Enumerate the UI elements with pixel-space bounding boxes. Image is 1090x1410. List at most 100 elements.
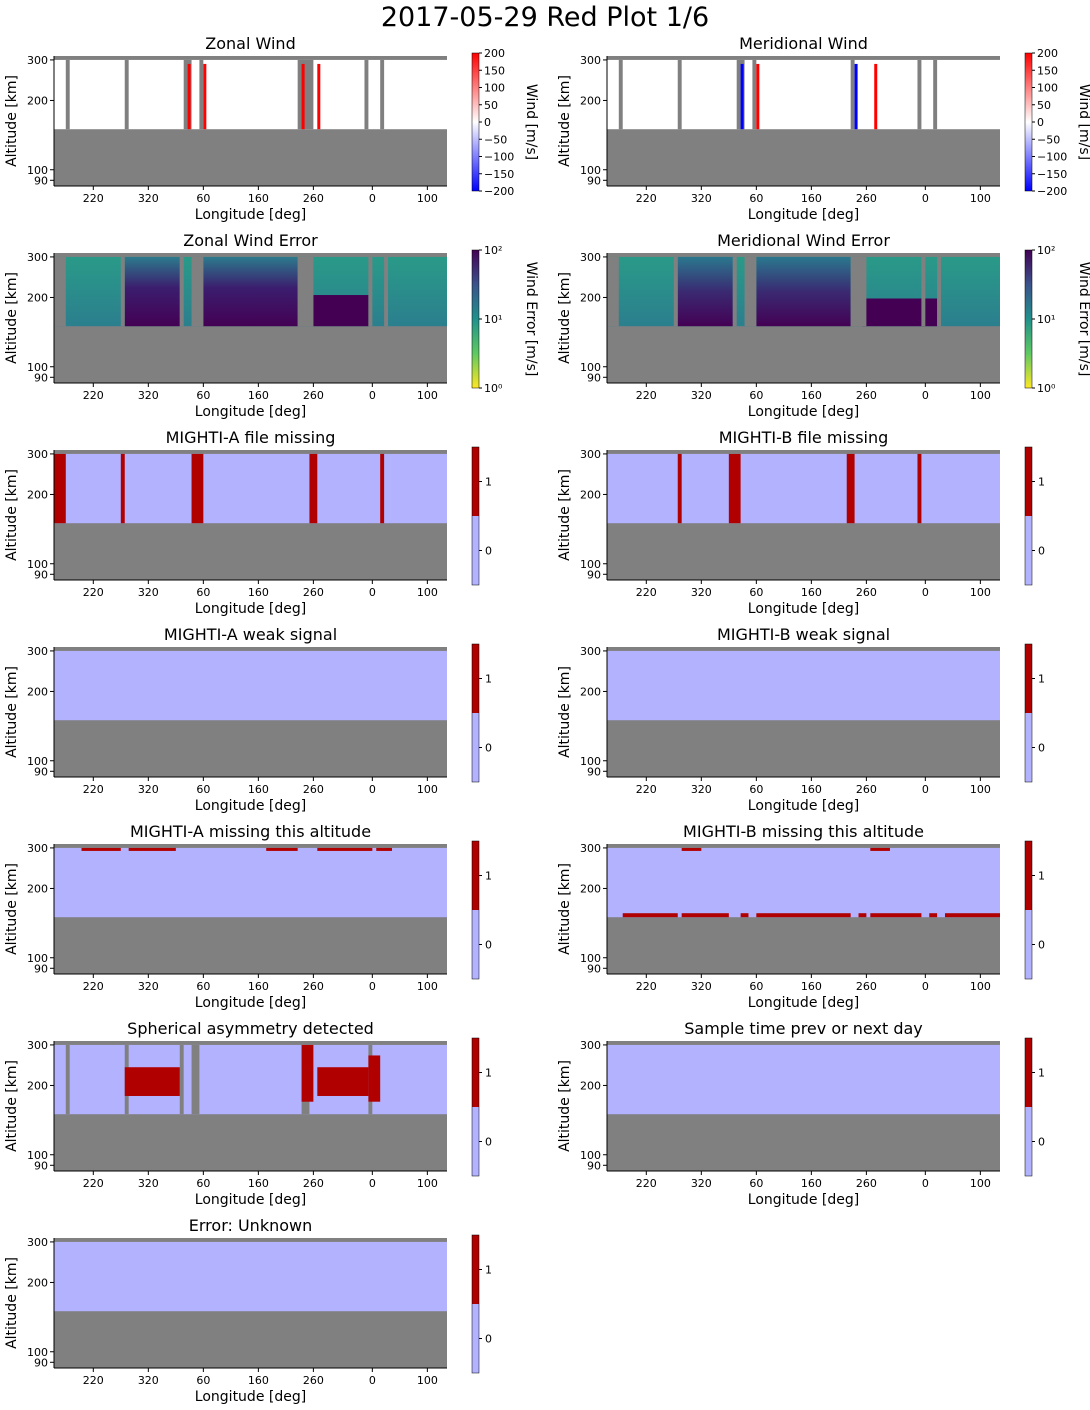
x-tick-label: 320 [138,980,159,993]
colorbar-tick-label: 0 [485,1136,492,1149]
flag-band [309,453,318,524]
x-tick-label: 160 [248,783,269,796]
gap-region [618,59,623,130]
flag-band [846,453,855,524]
y-tick-label: 200 [580,685,601,698]
colorbar-frame [1024,1037,1033,1177]
flag-band [120,453,125,524]
gap-region [297,256,314,327]
flag-region [368,1055,381,1102]
x-tick-label: 160 [248,1374,269,1387]
x-tick-label: 220 [636,586,657,599]
x-tick-label: 260 [856,783,877,796]
flag-band-bottom [944,913,1000,918]
y-tick-label: 300 [580,251,601,264]
x-tick-label: 260 [303,1374,324,1387]
x-tick-label: 320 [138,586,159,599]
colorbar-frame [1024,446,1033,586]
colorbar-frame [471,840,480,980]
colorbar-tick-label: 1 [485,870,492,883]
gap-region [917,59,922,130]
colorbar-tick-label: 0 [1037,116,1044,129]
y-axis-label: Altitude [km] [557,75,573,167]
x-tick-label: 320 [138,1374,159,1387]
x-tick-label: 0 [922,1177,929,1190]
panel-title: Sample time prev or next day [684,1019,923,1038]
y-tick-label: 100 [580,952,601,965]
gap-region [384,256,389,327]
panel-title: MIGHTI-B missing this altitude [683,822,924,841]
gap-region [297,59,314,130]
colorbar-tick-label: 10¹ [484,313,502,326]
x-tick-label: 160 [801,980,822,993]
y-tick-label: 200 [580,488,601,501]
y-axis-label: Altitude [km] [557,863,573,955]
x-tick-label: 0 [922,980,929,993]
colorbar-tick-label: −100 [484,151,514,164]
x-tick-label: 100 [970,192,991,205]
y-tick-label: 200 [27,488,48,501]
x-tick-label: 220 [636,192,657,205]
x-tick-label: 260 [303,783,324,796]
y-tick-label: 300 [580,448,601,461]
flag-band-bottom [870,913,922,918]
colorbar-tick-label: −150 [484,168,514,181]
colorbar-tick-label: 0 [485,1333,492,1346]
wind-negative-band [740,63,744,130]
data-body [607,650,1000,721]
wind-positive-band [317,63,321,130]
panel-title: Meridional Wind Error [717,231,890,250]
x-tick-label: 160 [801,586,822,599]
colorbar-tick-label: 10⁰ [484,382,503,395]
panel-title: Zonal Wind Error [183,231,318,250]
y-tick-label: 90 [587,568,601,581]
colorbar-tick-label: 1 [485,1067,492,1080]
flag-band [677,453,682,524]
y-axis-label: Altitude [km] [557,1060,573,1152]
panel-8: MIGHTI-A missing this altitude3002001009… [4,822,492,1011]
data-body [54,1044,447,1115]
flag-band-bottom [740,913,749,918]
x-tick-label: 100 [417,1177,438,1190]
flag-band [54,453,66,524]
y-axis-label: Altitude [km] [4,272,20,364]
flag-band-bottom [681,913,729,918]
gap-region [673,256,678,327]
x-axis-label: Longitude [deg] [748,995,859,1011]
colorbar-segment-one [1025,841,1032,910]
x-tick-label: 100 [970,783,991,796]
panel-9: MIGHTI-B missing this altitude3002001009… [557,822,1045,1011]
x-axis-label: Longitude [deg] [748,798,859,814]
gap-region [752,59,757,130]
wind-positive-band [203,63,207,130]
x-tick-label: 100 [417,783,438,796]
flag-band-bottom [858,913,867,918]
wind-positive-band [874,63,878,130]
y-tick-label: 300 [27,448,48,461]
x-tick-label: 160 [801,783,822,796]
y-tick-label: 100 [580,755,601,768]
gap-region [850,256,867,327]
y-tick-label: 200 [27,1079,48,1092]
x-tick-label: 260 [856,1177,877,1190]
colorbar-segment-one [472,447,479,516]
y-tick-label: 200 [27,882,48,895]
x-tick-label: 100 [417,192,438,205]
colorbar-segment-zero [1025,1107,1032,1176]
panel-title: Meridional Wind [739,34,868,53]
gap-region [744,256,757,327]
colorbar-tick-label: 0 [1038,545,1045,558]
y-tick-label: 300 [580,1039,601,1052]
error-high-region [677,256,733,327]
y-tick-label: 200 [27,291,48,304]
y-tick-label: 90 [34,765,48,778]
colorbar-tick-label: 50 [484,99,498,112]
x-tick-label: 60 [749,783,763,796]
y-tick-label: 90 [34,1159,48,1172]
gap-region [65,1044,70,1115]
x-tick-label: 220 [83,783,104,796]
colorbar-tick-label: 0 [485,545,492,558]
